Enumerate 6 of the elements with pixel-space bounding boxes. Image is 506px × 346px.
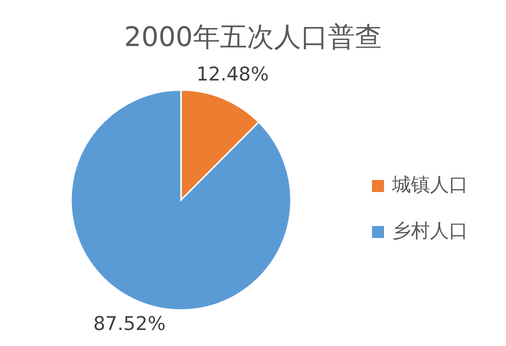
legend-label: 乡村人口 — [392, 220, 468, 242]
data-label: 87.52% — [93, 312, 166, 335]
pie-slice — [70, 89, 292, 311]
legend-label: 城镇人口 — [391, 174, 468, 196]
data-label: 12.48% — [196, 63, 269, 86]
chart-title: 2000年五次人口普查 — [124, 22, 382, 53]
